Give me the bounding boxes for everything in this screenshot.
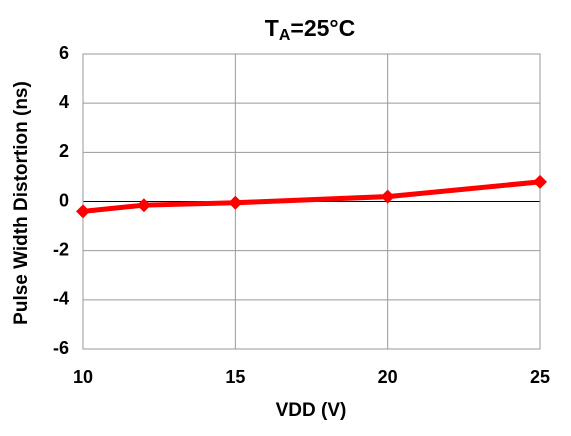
y-axis-label: Pulse Width Distortion (ns) (11, 81, 32, 325)
title-subscript: A (279, 27, 291, 44)
y-tick-label: 6 (59, 43, 69, 63)
y-tick-label: -6 (53, 338, 69, 358)
data-point (533, 174, 547, 189)
x-tick-label: 10 (73, 367, 93, 387)
data-point (228, 195, 243, 210)
x-tick-label: 25 (530, 367, 550, 387)
y-tick-label: 0 (59, 190, 69, 210)
y-tick-label: 4 (59, 92, 69, 112)
title-text: T (265, 15, 279, 41)
chart-title: TA=25°C (265, 15, 355, 44)
data-point (136, 198, 151, 213)
data-point (380, 189, 395, 204)
x-axis-label: VDD (V) (276, 400, 347, 421)
x-tick-label: 20 (378, 367, 398, 387)
y-tick-label: 2 (59, 141, 69, 161)
title-suffix: =25°C (290, 15, 355, 41)
y-tick-label: -2 (53, 239, 69, 259)
data-point (76, 204, 90, 219)
y-tick-label: -4 (53, 289, 69, 309)
x-tick-label: 15 (225, 367, 245, 387)
